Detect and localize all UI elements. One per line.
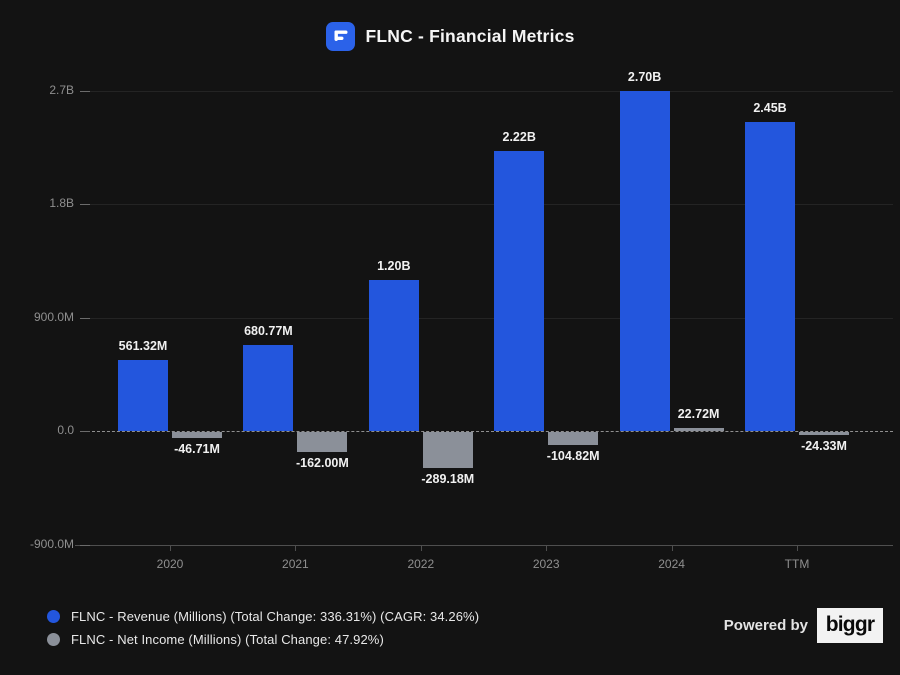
revenue-value-label: 2.22B xyxy=(502,130,536,145)
y-tick-label: 2.7B xyxy=(49,82,74,97)
x-axis-label: 2023 xyxy=(532,557,560,571)
x-axis-label: 2020 xyxy=(156,557,184,571)
revenue-legend-label: FLNC - Revenue (Millions) (Total Change:… xyxy=(71,609,480,624)
revenue-bar-2020[interactable] xyxy=(118,360,168,431)
x-axis-tick xyxy=(420,544,422,551)
net-income-bar-2023[interactable] xyxy=(548,432,599,446)
net-income-bar-2024[interactable] xyxy=(673,428,724,431)
net-income-value-label: -46.71M xyxy=(174,441,220,456)
biggr-logo-text: biggr xyxy=(825,612,875,636)
powered-by-label: Powered by xyxy=(723,617,808,634)
y-tick-label: 1.8B xyxy=(49,196,74,210)
biggr-logo: biggr xyxy=(817,608,883,643)
x-axis-tick xyxy=(170,544,171,551)
x-axis-label: 2021 xyxy=(282,557,309,571)
page-title: FLNC - Financial Metrics xyxy=(365,26,575,46)
revenue-value-label: 1.20B xyxy=(377,258,411,273)
net-income-bar-TTM[interactable] xyxy=(799,432,849,436)
legend-item-net-income[interactable]: FLNC - Net Income (Millions) (Total Chan… xyxy=(47,632,479,647)
gridline xyxy=(80,204,893,205)
y-tick-label: 900.0M xyxy=(33,309,74,324)
revenue-value-label: 680.77M xyxy=(244,324,293,339)
y-tick-mark xyxy=(80,431,90,432)
powered-by-branding: Powered by biggr xyxy=(724,608,883,643)
revenue-bar-2021[interactable] xyxy=(243,345,294,431)
net-income-legend-label: FLNC - Net Income (Millions) (Total Chan… xyxy=(71,632,384,647)
x-axis-tick xyxy=(671,544,673,551)
x-axis-line xyxy=(75,544,893,546)
revenue-value-label: 2.70B xyxy=(627,69,662,84)
revenue-legend-dot-icon xyxy=(47,610,60,623)
net-income-legend-dot-icon xyxy=(47,633,60,646)
flnc-logo-icon xyxy=(325,22,355,51)
net-income-value-label: -289.18M xyxy=(421,472,475,487)
revenue-bar-2023[interactable] xyxy=(494,151,545,431)
legend-item-revenue[interactable]: FLNC - Revenue (Millions) (Total Change:… xyxy=(47,609,479,624)
revenue-bar-2022[interactable] xyxy=(368,279,419,431)
y-tick-mark xyxy=(80,317,90,319)
x-axis-label: 2024 xyxy=(658,557,685,571)
net-income-value-label: -162.00M xyxy=(295,456,349,471)
net-income-value-label: 22.72M xyxy=(677,407,720,422)
revenue-bar-TTM[interactable] xyxy=(745,122,795,431)
net-income-bar-2020[interactable] xyxy=(172,432,222,438)
x-axis-tick xyxy=(295,544,297,551)
y-tick-mark xyxy=(80,544,90,546)
revenue-bar-2024[interactable] xyxy=(619,90,670,431)
gridline xyxy=(80,90,893,92)
y-tick-mark xyxy=(80,204,90,205)
revenue-value-label: 2.45B xyxy=(753,101,787,116)
y-tick-label: -900.0M xyxy=(29,536,74,551)
net-income-bar-2021[interactable] xyxy=(297,432,348,453)
chart-legend: FLNC - Revenue (Millions) (Total Change:… xyxy=(47,609,479,647)
x-axis-tick xyxy=(546,544,548,551)
x-axis-label: 2022 xyxy=(407,557,435,571)
gridline xyxy=(80,317,893,319)
net-income-value-label: -24.33M xyxy=(801,439,847,454)
revenue-value-label: 561.32M xyxy=(118,339,168,354)
y-tick-mark xyxy=(80,90,90,92)
net-income-bar-2022[interactable] xyxy=(422,432,473,469)
y-tick-label: 0.0 xyxy=(57,423,74,437)
x-axis-label: TTM xyxy=(784,557,810,571)
x-axis-tick xyxy=(797,544,798,551)
zero-baseline xyxy=(92,431,893,432)
net-income-value-label: -104.82M xyxy=(546,449,600,464)
chart-header: FLNC - Financial Metrics xyxy=(0,22,900,51)
